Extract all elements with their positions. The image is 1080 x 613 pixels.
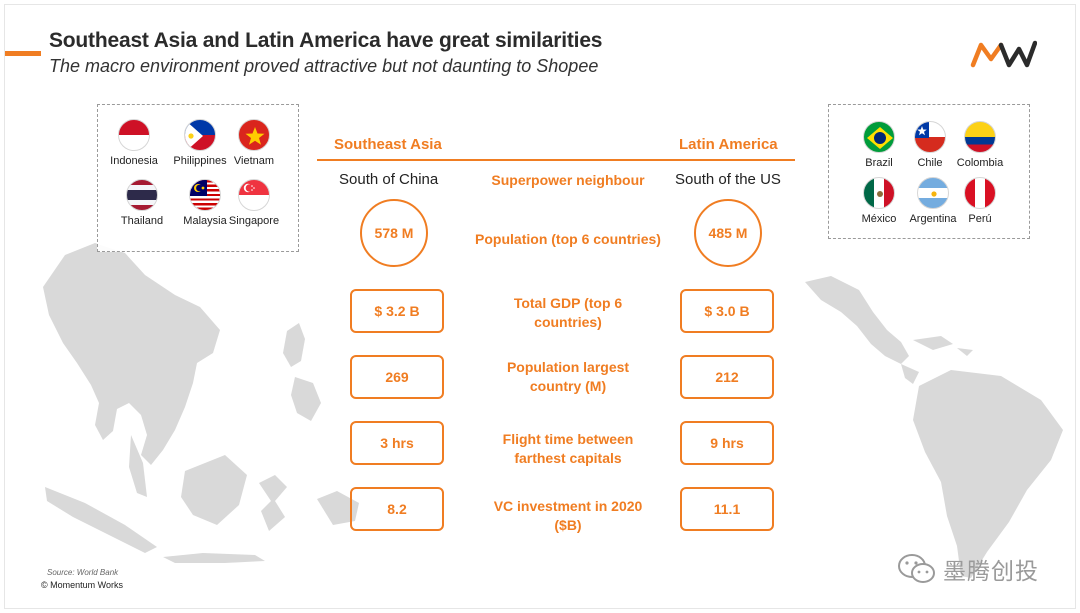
flag-singapore: Singapore — [219, 179, 289, 227]
flag-label: Indonesia — [110, 155, 158, 167]
slide-title: Southeast Asia and Latin America have gr… — [49, 29, 603, 52]
flag-brazil: Brazil — [844, 121, 914, 169]
argentina-flag-icon — [917, 177, 949, 209]
vc-investment-southeast-asia: 8.2 — [350, 487, 444, 531]
flag-mexico: México — [844, 177, 914, 225]
latin-america-flags-panel: Brazil Chile Colombia México Argentina — [828, 104, 1030, 239]
wechat-icon — [898, 554, 935, 583]
neighbour-southeast-asia: South of China — [339, 171, 439, 188]
peru-flag-icon — [964, 177, 996, 209]
indonesia-flag-icon — [118, 119, 150, 151]
momentum-works-logo — [970, 40, 1037, 68]
largest-country-southeast-asia: 269 — [350, 355, 444, 399]
neighbour-latin-america: South of the US — [675, 171, 781, 188]
flag-label: Brazil — [865, 157, 893, 169]
metric-label-flight-time: Flight time between farthest capitals — [502, 431, 634, 466]
vietnam-flag-icon — [238, 119, 270, 151]
metric-label-gdp: Total GDP (top 6 countries) — [513, 295, 623, 330]
chile-flag-icon — [914, 121, 946, 153]
metric-label-largest-country: Population largest country (M) — [506, 359, 630, 394]
singapore-flag-icon — [238, 179, 270, 211]
malaysia-flag-icon — [189, 179, 221, 211]
metric-label-population: Population (top 6 countries) — [475, 231, 661, 247]
thailand-flag-icon — [126, 179, 158, 211]
flag-label: Colombia — [956, 157, 1004, 169]
flag-label: Perú — [968, 213, 992, 225]
slide: Southeast Asia and Latin America have gr… — [4, 4, 1076, 609]
gdp-southeast-asia: $ 3.2 B — [350, 289, 444, 333]
flag-chile: Chile — [895, 121, 965, 169]
flag-philippines: Philippines — [165, 119, 235, 167]
flag-label: Thailand — [120, 215, 164, 227]
flag-colombia: Colombia — [945, 121, 1015, 169]
flag-label: Vietnam — [233, 155, 275, 167]
brazil-flag-icon — [863, 121, 895, 153]
watermark: 墨腾创投 — [897, 551, 1039, 587]
philippines-flag-icon — [184, 119, 216, 151]
southeast-asia-flags-panel: Indonesia Philippines Vietnam Thailand M… — [97, 104, 299, 252]
source-note: Source: World Bank — [47, 568, 119, 577]
flag-label: Malaysia — [183, 215, 227, 227]
neighbour-label: Superpower neighbour — [491, 172, 645, 188]
latin-america-map — [805, 276, 1063, 578]
flag-peru: Perú — [945, 177, 1015, 225]
population-southeast-asia: 578 M — [360, 199, 428, 267]
vc-investment-latin-america: 11.1 — [680, 487, 774, 531]
watermark-text: 墨腾创投 — [943, 559, 1039, 585]
slide-subtitle: The macro environment proved attractive … — [49, 56, 599, 76]
column-header-latin-america: Latin America — [679, 136, 778, 153]
copyright-note: © Momentum Works — [41, 580, 123, 590]
flag-malaysia: Malaysia — [170, 179, 240, 227]
flag-label: Chile — [917, 157, 943, 169]
flag-label: Argentina — [909, 213, 957, 225]
column-header-southeast-asia: Southeast Asia — [334, 136, 442, 153]
flight-time-southeast-asia: 3 hrs — [350, 421, 444, 465]
gdp-latin-america: $ 3.0 B — [680, 289, 774, 333]
flag-indonesia: Indonesia — [99, 119, 169, 167]
flag-vietnam: Vietnam — [219, 119, 289, 167]
flag-label: México — [861, 213, 897, 225]
header-divider — [317, 159, 795, 161]
flag-argentina: Argentina — [898, 177, 968, 225]
mexico-flag-icon — [863, 177, 895, 209]
flight-time-latin-america: 9 hrs — [680, 421, 774, 465]
population-latin-america: 485 M — [694, 199, 762, 267]
flag-label: Singapore — [228, 215, 280, 227]
metric-label-vc-investment: VC investment in 2020 ($B) — [493, 498, 643, 533]
title-accent-bar — [5, 51, 41, 56]
flag-thailand: Thailand — [107, 179, 177, 227]
flag-label: Philippines — [173, 155, 227, 167]
largest-country-latin-america: 212 — [680, 355, 774, 399]
colombia-flag-icon — [964, 121, 996, 153]
southeast-asia-map — [43, 243, 359, 563]
